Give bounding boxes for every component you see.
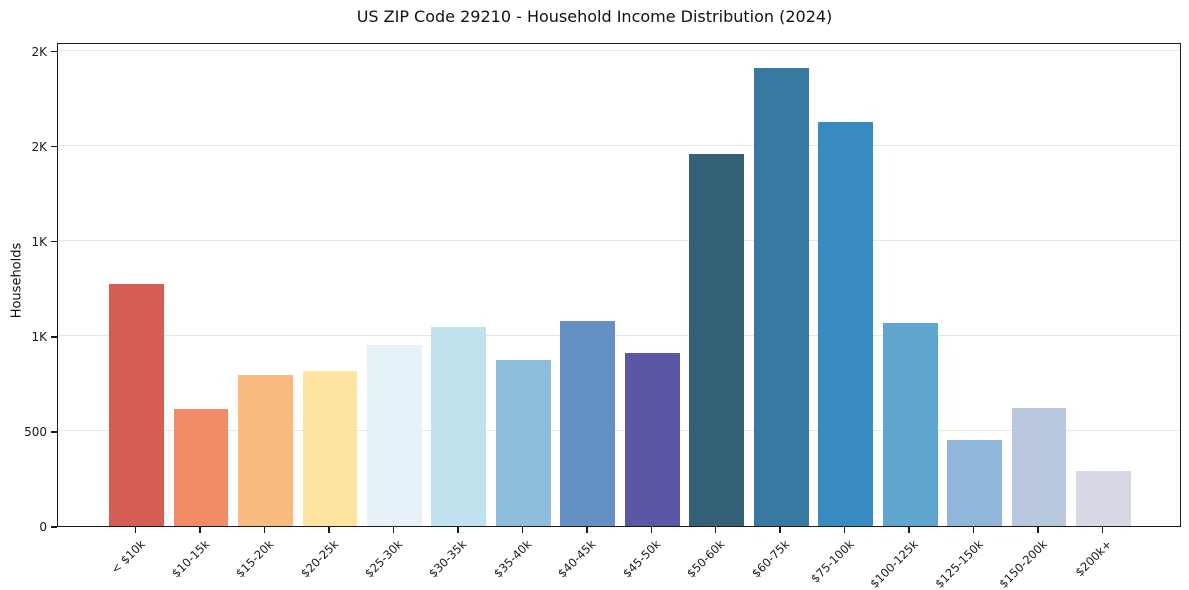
bar-60-75k [753, 67, 809, 526]
x-tick-mark [650, 527, 652, 533]
x-tick-mark [714, 527, 717, 533]
x-tick-label: $100-125k [867, 537, 922, 590]
bar-45-50k [624, 352, 680, 526]
x-tick-label: $25-30k [361, 537, 406, 581]
x-tick-mark [199, 527, 201, 533]
grid-line [58, 50, 1180, 52]
x-tick-label: $125-150k [931, 537, 986, 590]
x-tick-mark [586, 527, 588, 533]
y-tick-label: 0 [39, 520, 47, 534]
grid-line [58, 430, 1180, 432]
y-tick-mark [51, 431, 57, 433]
y-tick-mark [51, 240, 57, 243]
bar-125-150k [947, 440, 1002, 526]
x-tick-mark [779, 527, 781, 533]
bar-15-20k [238, 374, 293, 526]
x-tick-mark [328, 527, 330, 533]
x-tick-label: $60-75k [748, 537, 793, 581]
x-tick-label: $40-45k [555, 537, 599, 581]
y-tick-mark [51, 145, 57, 148]
x-tick-mark [1037, 527, 1039, 533]
x-tick-mark [521, 527, 524, 533]
y-tick-label: 1K [31, 234, 47, 249]
x-tick-label: $200k+ [1072, 537, 1115, 580]
bar-75-100k [818, 121, 874, 526]
bar-20-25k [302, 371, 358, 526]
y-tick-mark [51, 526, 57, 528]
grid-line [58, 335, 1180, 337]
y-tick-label: 2K [31, 139, 47, 154]
chart-title: US ZIP Code 29210 - Household Income Dis… [356, 7, 833, 26]
bar-35-40k [495, 359, 551, 526]
y-tick-label: 2K [31, 44, 47, 59]
x-tick-mark [134, 527, 137, 533]
bar-40-45k [560, 320, 616, 526]
x-tick-mark [392, 527, 395, 533]
bar-200k [1076, 470, 1131, 526]
x-tick-label: $150-200k [996, 537, 1050, 590]
x-tick-label: $15-20k [232, 537, 277, 581]
y-tick-mark [51, 336, 57, 338]
x-tick-mark [908, 527, 910, 533]
y-tick-mark [51, 50, 57, 53]
bar-30-35k [431, 327, 487, 526]
x-tick-label: $35-40k [490, 537, 535, 581]
x-tick-label: $30-35k [426, 537, 470, 581]
x-tick-label: $50-60k [684, 537, 728, 581]
bar-50-60k [689, 154, 745, 526]
x-tick-mark [843, 527, 846, 533]
bar-10k [109, 284, 164, 526]
x-tick-mark [972, 527, 975, 533]
y-axis-label: Households [9, 242, 25, 319]
bar-25-30k [366, 345, 422, 526]
bar-150-200k [1011, 408, 1067, 526]
x-tick-label: < $10k [107, 537, 148, 577]
x-tick-label: $45-50k [619, 537, 664, 581]
grid-line [58, 240, 1180, 242]
bar-10-15k [173, 409, 229, 526]
x-tick-mark [1101, 527, 1104, 533]
x-tick-label: $10-15k [168, 537, 212, 581]
plot-area [57, 43, 1181, 527]
x-tick-mark [457, 527, 459, 533]
y-tick-label: 1K [31, 329, 47, 344]
x-tick-label: $20-25k [297, 537, 341, 581]
grid-line [58, 145, 1180, 147]
x-tick-label: $75-100k [807, 537, 857, 586]
x-tick-mark [263, 527, 266, 533]
bar-100-125k [882, 323, 938, 526]
y-tick-label: 500 [24, 424, 47, 439]
